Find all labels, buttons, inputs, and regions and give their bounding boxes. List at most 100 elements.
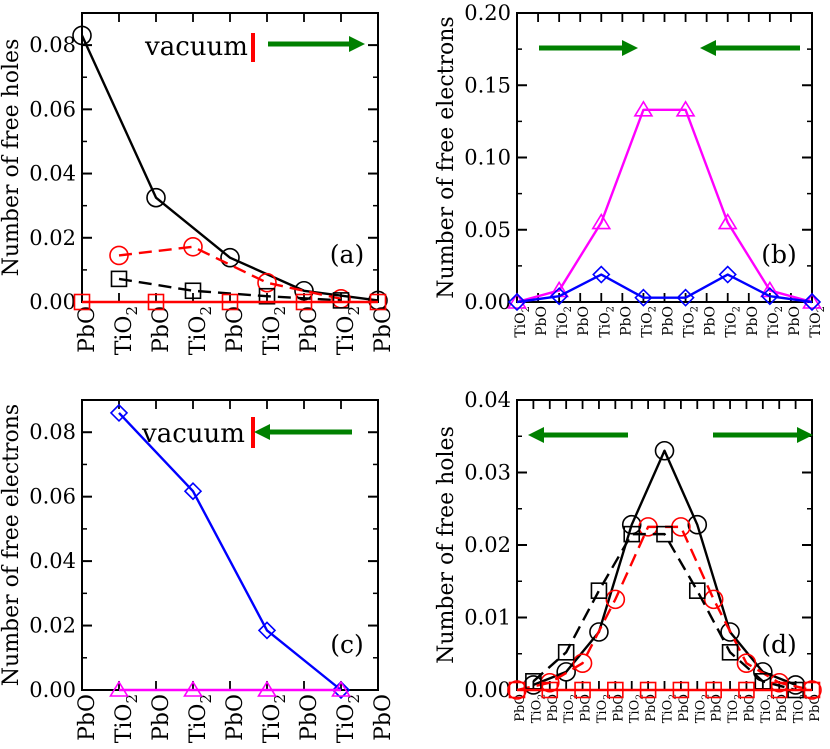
x-category-label: TiO2 — [682, 306, 701, 338]
series-line — [532, 532, 796, 692]
x-category-label: PbO — [661, 306, 677, 336]
x-category-label: PbO — [223, 694, 248, 741]
x-category-label: TiO2 — [661, 694, 679, 723]
x-category-label: TiO2 — [628, 694, 646, 723]
y-tick-label: 0.04 — [29, 162, 76, 186]
series-4 — [73, 293, 387, 311]
data-point — [257, 621, 277, 640]
data-point — [557, 643, 575, 661]
y-axis-label: Number of free electrons — [0, 404, 24, 686]
data-point — [703, 589, 724, 610]
x-category-label: TiO2 — [555, 306, 574, 338]
x-category-label: TiO2 — [112, 306, 141, 355]
vacuum-label: vacuum — [144, 32, 248, 62]
data-point — [146, 187, 166, 208]
data-point — [183, 482, 203, 501]
panel-label: (a) — [330, 240, 364, 269]
data-point — [294, 280, 314, 301]
x-category-label: PbO — [534, 306, 550, 336]
data-point — [633, 100, 654, 117]
x-category-label: TiO2 — [334, 694, 363, 743]
x-category-label: TiO2 — [724, 306, 743, 338]
x-category-label: TiO2 — [334, 306, 363, 355]
data-point — [508, 681, 526, 699]
panel-label: (c) — [330, 630, 364, 659]
series-2 — [109, 236, 351, 309]
data-point — [770, 681, 788, 699]
x-category-label: PbO — [611, 694, 626, 722]
x-category-label: PbO — [223, 306, 248, 353]
data-point — [590, 582, 608, 599]
data-point — [688, 582, 706, 599]
series-4 — [508, 681, 821, 699]
data-point — [705, 681, 722, 699]
x-category-label: TiO2 — [693, 694, 711, 723]
chart-panel-3: 0.00 0.02 0.04 0.06 0.08 PbO TiO2 PbO TiO2 PbO TiO… — [0, 399, 396, 743]
data-point — [607, 681, 624, 699]
data-point — [589, 622, 609, 642]
data-point — [72, 25, 92, 46]
data-point — [760, 287, 779, 306]
data-point — [257, 680, 277, 697]
x-category-label: PbO — [618, 306, 634, 336]
y-tick-label: 0.03 — [464, 461, 511, 485]
x-category-label: TiO2 — [112, 694, 141, 743]
x-category-label: TiO2 — [186, 306, 215, 355]
x-category-label: TiO2 — [513, 306, 532, 338]
data-point — [257, 272, 277, 293]
y-tick-label: 0.00 — [464, 290, 511, 314]
y-tick-label: 0.02 — [464, 533, 511, 557]
x-category-label: TiO2 — [260, 306, 289, 355]
data-point — [803, 681, 821, 699]
x-category-label: PbO — [371, 694, 396, 741]
x-category-label: TiO2 — [639, 306, 658, 338]
y-tick-label: 0.15 — [464, 73, 511, 97]
x-category-label: PbO — [775, 694, 790, 722]
series-3 — [110, 270, 350, 309]
data-point — [720, 622, 740, 642]
x-category-label: TiO2 — [759, 694, 777, 723]
x-category-label: TiO2 — [766, 306, 785, 338]
data-point — [109, 680, 129, 697]
y-tick-label: 0.20 — [464, 1, 511, 25]
data-point — [331, 680, 351, 700]
x-category-label: TiO2 — [792, 694, 810, 723]
x-category-label: PbO — [703, 306, 719, 336]
vacuum-label: vacuum — [141, 419, 245, 449]
data-point — [592, 265, 611, 284]
data-point — [605, 589, 626, 610]
x-category-label: PbO — [371, 306, 396, 353]
x-category-label: PbO — [710, 694, 725, 722]
panel-label: (d) — [761, 630, 797, 659]
series-1 — [507, 100, 822, 309]
data-point — [623, 525, 641, 543]
y-tick-label: 0.08 — [29, 420, 76, 444]
series-line — [516, 108, 813, 304]
data-point — [109, 403, 129, 423]
data-point — [634, 288, 653, 307]
x-category-label: PbO — [677, 694, 692, 722]
y-tick-label: 0.01 — [464, 606, 511, 630]
series-line — [516, 273, 813, 304]
x-category-label: TiO2 — [260, 694, 289, 743]
x-category-label: PbO — [576, 306, 592, 336]
series-line — [532, 449, 797, 687]
y-tick-label: 0.00 — [464, 678, 511, 702]
y-tick-label: 0.08 — [29, 33, 76, 57]
data-point — [654, 440, 675, 461]
data-point — [147, 293, 165, 311]
data-point — [621, 514, 642, 535]
data-point — [550, 287, 569, 306]
data-point — [572, 653, 593, 673]
series-line — [118, 277, 342, 302]
y-tick-label: 0.02 — [29, 226, 76, 250]
y-axis-label: Number of free electrons — [434, 16, 459, 298]
y-tick-label: 0.10 — [464, 146, 511, 170]
data-point — [672, 681, 690, 699]
x-category-label: PbO — [742, 694, 757, 722]
data-point — [541, 681, 559, 699]
x-category-label: TiO2 — [186, 694, 215, 743]
